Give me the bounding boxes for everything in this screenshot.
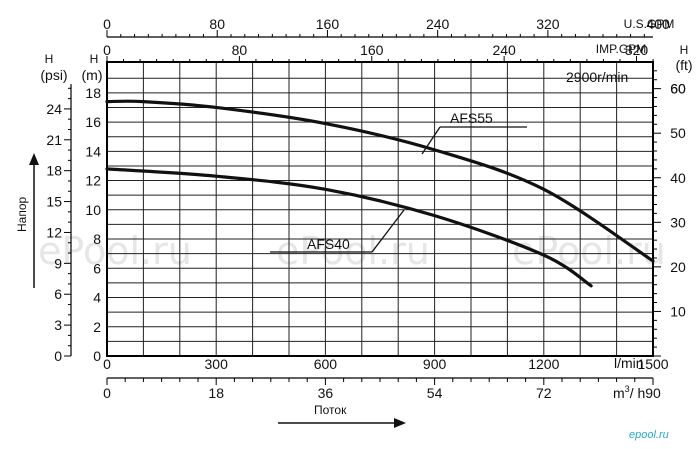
ft-axis-unit: (ft) bbox=[675, 57, 692, 73]
m3h-tick-label: 18 bbox=[208, 385, 224, 401]
ft-tick-label: 30 bbox=[670, 214, 686, 230]
us-gpm-tick-label: 240 bbox=[426, 16, 450, 32]
curve-label-afs40: AFS40 bbox=[307, 236, 350, 252]
imp-gpm-tick-label: 240 bbox=[492, 42, 516, 58]
m-tick-label: 16 bbox=[85, 114, 101, 130]
lmin-unit: l/min bbox=[614, 355, 644, 371]
m3h-tick-label: 72 bbox=[536, 385, 552, 401]
m3h-tick-label: 0 bbox=[103, 385, 111, 401]
corner-logo: epool.ru bbox=[629, 429, 669, 441]
psi-tick-label: 15 bbox=[46, 194, 62, 210]
speed-label: 2900r/min bbox=[566, 69, 628, 85]
y-axis-label: Напор bbox=[15, 196, 29, 232]
psi-tick-label: 6 bbox=[54, 286, 62, 302]
lmin-tick-label: 900 bbox=[423, 356, 447, 372]
lmin-tick-label: 600 bbox=[314, 356, 338, 372]
ft-tick-label: 40 bbox=[670, 170, 686, 186]
m-tick-label: 6 bbox=[93, 260, 101, 276]
m3h-tick-label: 90 bbox=[645, 385, 661, 401]
m3h-tick-label: 36 bbox=[318, 385, 334, 401]
m-tick-label: 4 bbox=[93, 290, 101, 306]
m-tick-label: 18 bbox=[85, 85, 101, 101]
lmin-tick-label: 300 bbox=[205, 356, 229, 372]
imp-gpm-unit: IMP.GPM bbox=[596, 42, 646, 56]
us-gpm-tick-label: 320 bbox=[536, 16, 560, 32]
m-tick-label: 8 bbox=[93, 231, 101, 247]
psi-tick-label: 0 bbox=[54, 348, 62, 364]
ft-tick-label: 60 bbox=[670, 81, 686, 97]
psi-tick-label: 12 bbox=[46, 224, 62, 240]
m-tick-label: 12 bbox=[85, 173, 101, 189]
watermark-text: ePool.ru bbox=[276, 229, 430, 273]
m3h-unit: m3/ h bbox=[613, 384, 645, 401]
us-gpm-tick-label: 160 bbox=[316, 16, 340, 32]
m3h-tick-label: 54 bbox=[427, 385, 443, 401]
x-axis-label: Поток bbox=[314, 403, 347, 417]
us-gpm-tick-label: 80 bbox=[209, 16, 225, 32]
m-axis-title: H bbox=[90, 52, 99, 66]
ft-tick-label: 10 bbox=[670, 303, 686, 319]
m-tick-label: 14 bbox=[85, 143, 101, 159]
curve-label-afs55: AFS55 bbox=[450, 110, 493, 126]
lmin-tick-label: 1200 bbox=[528, 356, 559, 372]
psi-tick-label: 9 bbox=[54, 255, 62, 271]
imp-gpm-tick-label: 160 bbox=[360, 42, 384, 58]
us-gpm-tick-label: 0 bbox=[103, 16, 111, 32]
ft-tick-label: 20 bbox=[670, 259, 686, 275]
m-tick-label: 0 bbox=[93, 348, 101, 364]
imp-gpm-tick-label: 80 bbox=[232, 42, 248, 58]
psi-axis-unit: (psi) bbox=[40, 67, 67, 83]
psi-tick-label: 24 bbox=[46, 101, 62, 117]
lmin-tick-label: 0 bbox=[103, 356, 111, 372]
psi-axis-title: H bbox=[45, 52, 54, 66]
m-tick-label: 2 bbox=[93, 319, 101, 335]
psi-tick-label: 3 bbox=[54, 317, 62, 333]
m-tick-label: 10 bbox=[85, 202, 101, 218]
imp-gpm-tick-label: 0 bbox=[103, 42, 111, 58]
y-arrow-head bbox=[29, 153, 39, 165]
labels bbox=[29, 127, 527, 428]
ft-tick-label: 50 bbox=[670, 125, 686, 141]
ft-axis-title: H bbox=[680, 43, 689, 57]
psi-tick-label: 18 bbox=[46, 163, 62, 179]
m-axis-unit: (m) bbox=[82, 67, 103, 83]
us-gpm-unit: U.S.GPM bbox=[624, 17, 675, 31]
psi-tick-label: 21 bbox=[46, 132, 62, 148]
x-arrow-head bbox=[394, 418, 406, 428]
